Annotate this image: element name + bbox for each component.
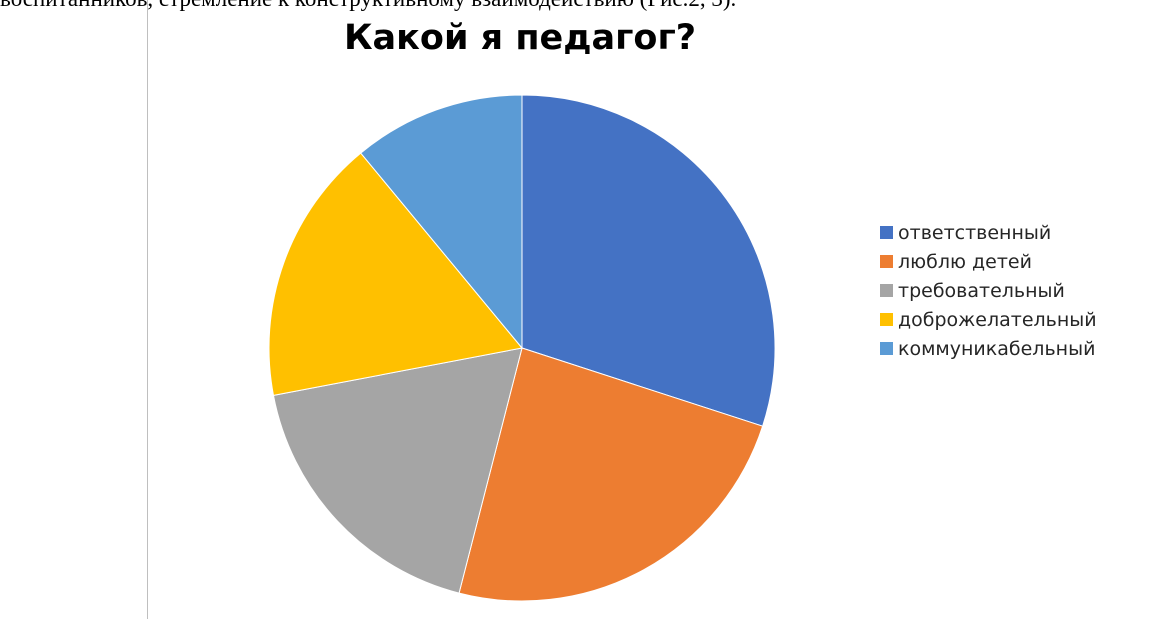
legend-label: ответственный xyxy=(898,221,1052,244)
chart-title: Какой я педагог? xyxy=(343,18,697,58)
legend-swatch xyxy=(880,226,893,239)
pie-slice-4 xyxy=(268,152,523,396)
legend-label: коммуникабельный xyxy=(898,337,1096,360)
legend-swatch xyxy=(880,342,893,355)
legend-label: требовательный xyxy=(898,279,1065,302)
legend-item: люблю детей xyxy=(880,247,1097,276)
chart-area xyxy=(147,0,1162,619)
legend-label: доброжелательный xyxy=(898,308,1097,331)
pie-slice-1 xyxy=(521,94,776,427)
pie-slice-3 xyxy=(272,347,523,594)
legend-swatch xyxy=(880,284,893,297)
pie-slice-5 xyxy=(360,94,523,350)
legend-item: коммуникабельный xyxy=(880,334,1097,363)
legend-item: требовательный xyxy=(880,276,1097,305)
legend-item: доброжелательный xyxy=(880,305,1097,334)
legend-swatch xyxy=(880,313,893,326)
legend-swatch xyxy=(880,255,893,268)
legend-item: ответственный xyxy=(880,218,1097,247)
document-body-text: воспитанников, стремление к конструктивн… xyxy=(0,0,1162,12)
pie-slice-2 xyxy=(458,347,764,602)
chart-legend: ответственный люблю детей требовательный до… xyxy=(880,218,1097,363)
legend-label: люблю детей xyxy=(898,250,1032,273)
